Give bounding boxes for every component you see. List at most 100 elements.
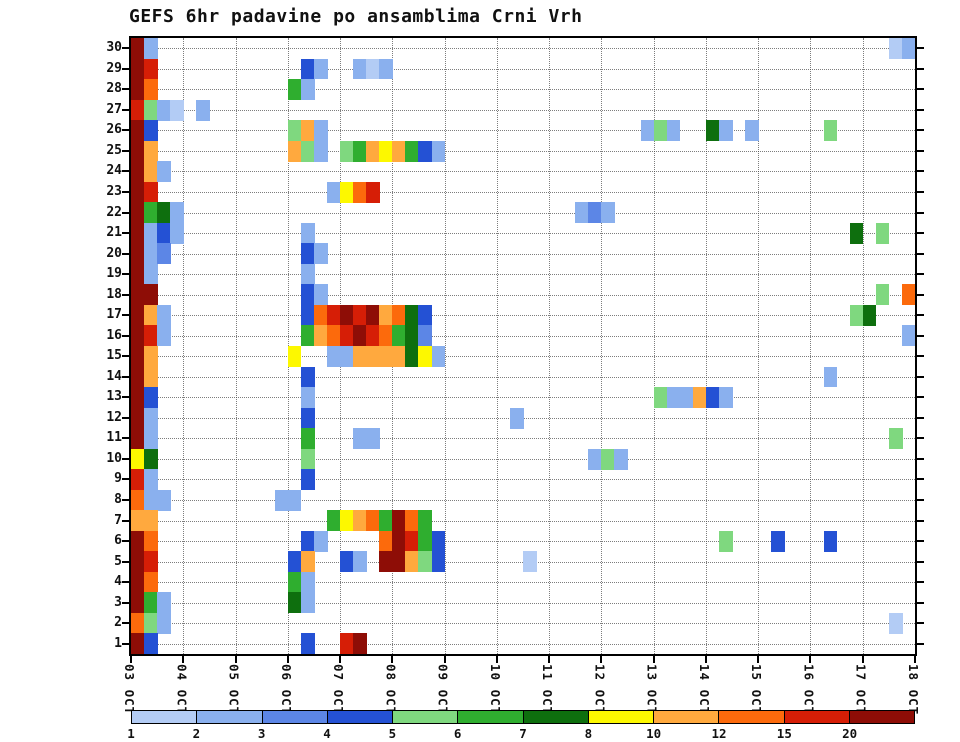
heatmap-cell — [300, 263, 315, 285]
heatmap-cell — [418, 140, 433, 162]
heatmap-cell — [300, 387, 315, 408]
heatmap-cell — [287, 489, 302, 511]
heatmap-cell — [144, 222, 158, 244]
y-tick-right — [917, 232, 924, 235]
heatmap-cell — [379, 58, 393, 80]
horizontal-gridline — [131, 479, 915, 481]
heatmap-cell — [131, 202, 145, 224]
heatmap-cell — [300, 304, 315, 326]
heatmap-cell — [131, 346, 145, 367]
heatmap-cell — [405, 530, 420, 552]
x-tick-label: 16 OCT — [801, 664, 817, 716]
heatmap-cell — [523, 551, 537, 573]
horizontal-gridline — [131, 602, 915, 604]
heatmap-cell — [849, 304, 864, 326]
y-tick-label: 9 — [114, 471, 122, 487]
heatmap-cell — [131, 99, 145, 121]
heatmap-cell — [640, 120, 655, 142]
horizontal-gridline — [131, 171, 915, 173]
y-tick-left — [122, 499, 129, 501]
heatmap-cell — [144, 530, 158, 552]
x-tick-label: 15 OCT — [749, 664, 765, 716]
heatmap-cell — [379, 510, 393, 532]
y-tick-label: 24 — [106, 163, 122, 179]
y-tick-right — [917, 252, 924, 255]
x-tick-label: 13 OCT — [644, 664, 660, 716]
heatmap-cell — [313, 120, 328, 142]
heatmap-cell — [144, 387, 158, 408]
heatmap-cell — [144, 263, 158, 285]
y-tick-label: 19 — [106, 266, 122, 282]
x-tick — [704, 656, 707, 663]
x-tick — [286, 656, 289, 663]
heatmap-cell — [131, 592, 145, 614]
heatmap-cell — [157, 304, 171, 326]
x-tick — [861, 656, 864, 663]
x-tick-label: 08 OCT — [383, 664, 399, 716]
y-tick-label: 6 — [114, 533, 122, 549]
heatmap-cell — [366, 58, 380, 80]
heatmap-cell — [300, 284, 315, 306]
heatmap-cell — [300, 407, 315, 429]
horizontal-gridline — [131, 520, 915, 522]
heatmap-cell — [300, 469, 315, 491]
heatmap-cell — [888, 38, 903, 59]
heatmap-cell — [157, 161, 171, 183]
vertical-gridline — [601, 38, 603, 654]
y-tick-label: 30 — [106, 40, 122, 56]
horizontal-gridline — [131, 643, 915, 645]
vertical-gridline — [235, 38, 237, 654]
heatmap-cell — [131, 79, 145, 100]
heatmap-cell — [901, 38, 915, 59]
heatmap-cell — [300, 325, 315, 347]
heatmap-cell — [131, 284, 145, 306]
y-tick-left — [122, 396, 129, 399]
heatmap-cell — [300, 592, 315, 614]
heatmap-cell — [575, 202, 589, 224]
heatmap-cell — [144, 489, 158, 511]
heatmap-cell — [509, 407, 524, 429]
y-tick-left — [122, 540, 129, 543]
colorbar-segment — [262, 711, 328, 723]
y-tick-label: 3 — [114, 594, 122, 610]
x-tick-label: 09 OCT — [435, 664, 451, 716]
x-tick — [600, 656, 603, 663]
heatmap-cell — [131, 222, 145, 244]
heatmap-cell — [300, 58, 315, 80]
y-tick-left — [122, 149, 129, 152]
y-tick-left — [122, 334, 129, 337]
heatmap-cell — [300, 551, 315, 573]
horizontal-gridline — [131, 623, 915, 625]
y-tick-label: 16 — [106, 327, 122, 343]
horizontal-gridline — [131, 48, 915, 50]
x-tick — [130, 656, 132, 663]
y-tick-right — [917, 314, 924, 317]
plot-area — [129, 36, 917, 656]
heatmap-cell — [313, 140, 328, 162]
heatmap-cell — [705, 120, 720, 142]
horizontal-gridline — [131, 212, 915, 214]
heatmap-cell — [313, 530, 328, 552]
y-tick-left — [122, 437, 129, 440]
heatmap-cell — [287, 571, 302, 593]
heatmap-cell — [353, 304, 367, 326]
heatmap-cell — [131, 161, 145, 183]
heatmap-cell — [862, 304, 877, 326]
y-tick-label: 26 — [106, 122, 122, 138]
heatmap-cell — [379, 530, 393, 552]
y-tick-label: 14 — [106, 368, 122, 384]
heatmap-cell — [144, 612, 158, 634]
heatmap-cell — [888, 612, 903, 634]
heatmap-cell — [653, 120, 668, 142]
heatmap-cell — [300, 571, 315, 593]
heatmap-cell — [287, 346, 302, 367]
y-tick-left — [122, 416, 129, 419]
heatmap-cell — [353, 428, 367, 450]
heatmap-cell — [692, 387, 707, 408]
horizontal-gridline — [131, 397, 915, 399]
heatmap-cell — [144, 38, 158, 59]
heatmap-cell — [340, 325, 354, 347]
x-tick-label: 17 OCT — [853, 664, 869, 716]
heatmap-cell — [366, 428, 380, 450]
